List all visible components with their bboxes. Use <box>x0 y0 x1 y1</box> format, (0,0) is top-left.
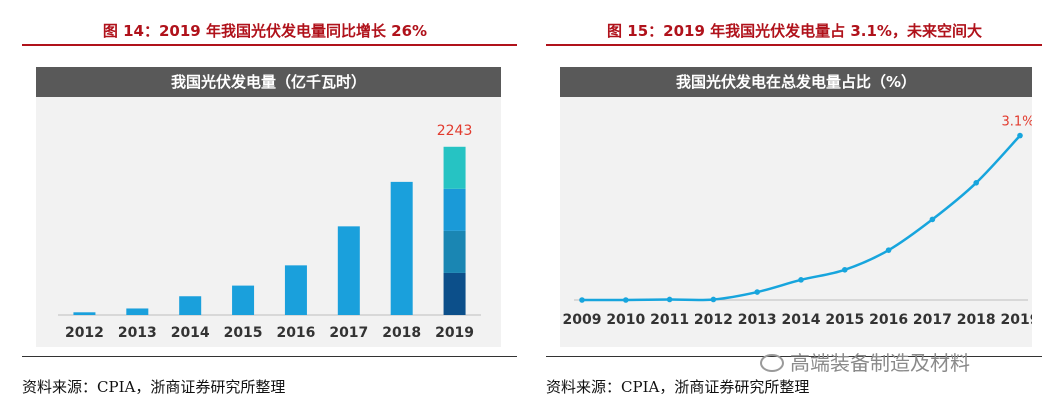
x-tick-label-2019: 2019 <box>435 325 474 341</box>
point-2019 <box>1017 132 1023 139</box>
left-chart-frame: 我国光伏发电量（亿千瓦时） 2012 2013 2014 2015 2016 2017 20… <box>36 67 501 347</box>
left-source-note: 资料来源：CPIA，浙商证券研究所整理 <box>22 378 286 396</box>
x-tick-label-2017: 2017 <box>913 312 952 328</box>
point-2017 <box>929 216 936 223</box>
wechat-icon <box>760 354 784 372</box>
bar-2012 <box>73 312 96 315</box>
bar-2017 <box>337 226 360 315</box>
x-tick-label-2018: 2018 <box>382 325 421 341</box>
data-label-2019: 3.1% <box>1001 115 1032 130</box>
bar-2019-segment-3 <box>443 188 466 231</box>
left-chart-header: 我国光伏发电量（亿千瓦时） <box>36 67 501 97</box>
x-tick-label-2014: 2014 <box>171 325 210 341</box>
watermark: 高端装备制造及材料 <box>760 347 970 376</box>
right-bottom-rule <box>546 356 1042 357</box>
line-chart: 2009 2010 2011 2012 2013 2014 2015 2016 2017 2018… <box>563 115 1032 328</box>
right-title-rule <box>546 44 1042 46</box>
left-figure-title: 图 14：2019 年我国光伏发电量同比增长 26% <box>102 22 428 40</box>
right-chart-header: 我国光伏发电在总发电量占比（%） <box>560 67 1032 97</box>
x-tick-label-2019: 2019 <box>1001 312 1032 328</box>
bar-2016 <box>284 265 307 315</box>
bar-2015 <box>232 285 255 315</box>
right-figure-title: 图 15：2019 年我国光伏发电量占 3.1%，未来空间大 <box>607 22 982 40</box>
bar-chart: 2012 2013 2014 2015 2016 2017 2018 2019 2243 <box>58 123 481 341</box>
x-tick-label-2010: 2010 <box>606 312 645 328</box>
point-2013 <box>754 289 760 295</box>
bar-2019-segment-2 <box>443 230 466 273</box>
point-2011 <box>666 296 673 303</box>
x-tick-label-2015: 2015 <box>825 312 864 328</box>
data-label-2019: 2243 <box>437 123 473 139</box>
bar-2018 <box>390 181 413 315</box>
left-figure-panel: 图 14：2019 年我国光伏发电量同比增长 26% 我国光伏发电量（亿千瓦时）… <box>22 22 517 396</box>
x-tick-label-2016: 2016 <box>869 312 908 328</box>
x-tick-label-2018: 2018 <box>957 312 996 328</box>
x-tick-label-2011: 2011 <box>650 312 689 328</box>
x-tick-label-2015: 2015 <box>224 325 263 341</box>
point-2010 <box>623 297 629 303</box>
bar-2013 <box>126 308 149 315</box>
point-2009 <box>579 297 585 303</box>
point-2016 <box>885 247 892 253</box>
left-bottom-rule <box>22 356 517 357</box>
point-2014 <box>798 277 804 283</box>
x-tick-label-2013: 2013 <box>738 312 777 328</box>
x-tick-label-2013: 2013 <box>118 325 157 341</box>
watermark-text: 高端装备制造及材料 <box>790 351 970 375</box>
x-tick-label-2012: 2012 <box>694 312 733 328</box>
series-line <box>581 134 1021 302</box>
point-2012 <box>710 296 717 303</box>
bar-2019-segment-4 <box>443 146 466 189</box>
x-tick-label-2016: 2016 <box>276 325 315 341</box>
x-tick-label-2017: 2017 <box>329 325 368 341</box>
x-tick-label-2009: 2009 <box>563 312 602 328</box>
x-tick-label-2014: 2014 <box>782 312 821 328</box>
point-2018 <box>973 180 979 186</box>
right-source-note: 资料来源：CPIA，浙商证券研究所整理 <box>546 378 810 396</box>
bar-2019-segment-1 <box>443 272 466 315</box>
bar-2014 <box>179 296 202 315</box>
x-tick-label-2012: 2012 <box>65 325 104 341</box>
left-title-rule <box>22 44 517 46</box>
right-chart-frame: 我国光伏发电在总发电量占比（%） 2009 2010 2011 2012 2013 201… <box>560 67 1032 347</box>
point-2015 <box>842 266 848 273</box>
right-figure-panel: 图 15：2019 年我国光伏发电量占 3.1%，未来空间大 我国光伏发电在总发… <box>530 0 1059 408</box>
